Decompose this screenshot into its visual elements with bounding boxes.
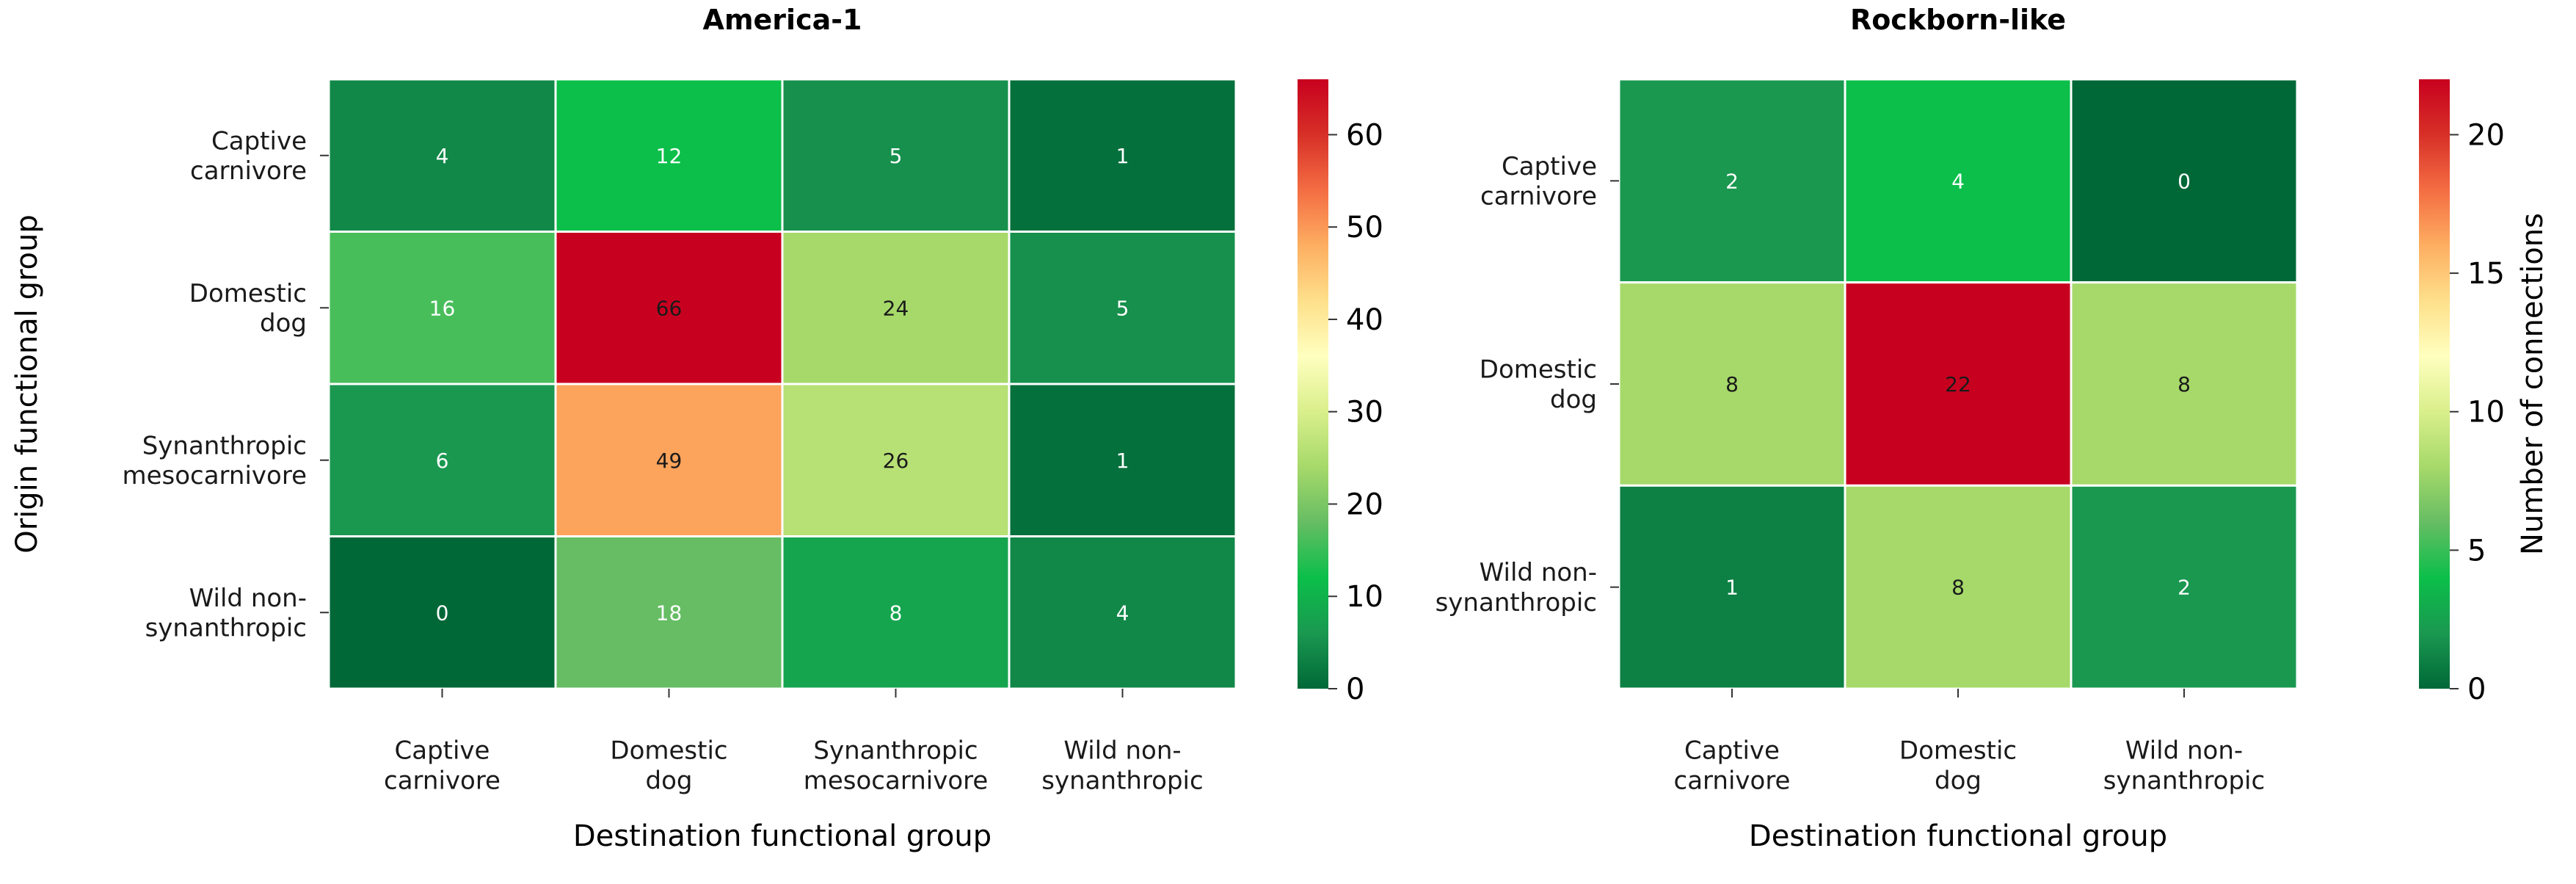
- chart-1-cell-r2-c3: [1008, 383, 1237, 537]
- chart-1-cell-r1-c1: [554, 231, 784, 385]
- chart-2-cell-label-r0-c1: 4: [1951, 169, 1965, 193]
- chart-1-cell-label-r2-c2: 26: [883, 449, 909, 473]
- chart-1-cell-label-r3-c2: 8: [889, 601, 903, 625]
- chart-1-colorbar: [1298, 79, 1328, 689]
- chart-2-colorbar-tick-label-1: 5: [2467, 534, 2486, 568]
- chart-2-cell-label-r0-c0: 2: [1725, 169, 1739, 193]
- chart-2-xtick-label-2: Wild non-synanthropic: [2103, 736, 2265, 796]
- chart-1-cell-label-r1-c2: 24: [883, 296, 909, 320]
- chart-1-cell-r0-c1: [554, 78, 784, 233]
- chart-1-x-axis-label: Destination functional group: [573, 819, 992, 853]
- chart-2-colorbar-tick-label-0: 0: [2467, 673, 2486, 706]
- chart-2-cell-label-r1-c0: 8: [1725, 372, 1739, 396]
- chart-1-cell-r2-c1: [554, 383, 784, 537]
- chart-1-cell-label-r0-c2: 5: [889, 144, 903, 168]
- chart-1-xtick-label-2: Synanthropic mesocarnivore: [804, 736, 989, 796]
- chart-1-colorbar-tick-label-6: 60: [1346, 118, 1383, 152]
- chart-1-xtick-label-1: Domestic dog: [610, 736, 727, 796]
- chart-1-title: America-1: [703, 4, 862, 36]
- chart-1-colorbar-tick-label-4: 40: [1346, 303, 1383, 337]
- chart-2-ytick-label-0: Captive carnivore: [1480, 152, 1597, 211]
- chart-2: Rockborn-like 2 4 0 8 22 8 1 8 2 Captive carnivore D…: [1436, 4, 2550, 853]
- chart-2-colorbar: [2419, 79, 2450, 689]
- chart-1-ytick-label-0: Captive carnivore: [190, 126, 307, 186]
- chart-2-colorbar-label: Number of connections: [2516, 213, 2550, 555]
- chart-2-cell-label-r2-c2: 2: [2177, 576, 2191, 600]
- chart-1-cell-r0-c2: [781, 78, 1011, 233]
- chart-1-colorbar-tick-label-0: 0: [1346, 673, 1364, 706]
- chart-1-cell-label-r3-c1: 18: [656, 601, 683, 625]
- chart-1-cell-label-r1-c0: 16: [429, 296, 456, 320]
- chart-1-y-axis-label: Origin functional group: [10, 214, 44, 554]
- chart-2-x-axis-label: Destination functional group: [1749, 819, 2167, 853]
- chart-1-ytick-label-2: Synanthropic mesocarnivore: [122, 431, 307, 490]
- chart-2-cell-label-r2-c1: 8: [1951, 576, 1965, 600]
- chart-1-cell-label-r1-c3: 5: [1116, 296, 1129, 320]
- chart-2-ytick-label-1: Domestic dog: [1480, 355, 1597, 415]
- chart-2-cell-label-r1-c1: 22: [1945, 372, 1971, 396]
- chart-1-cell-r3-c3: [1008, 535, 1237, 690]
- chart-1-colorbar-tick-label-5: 50: [1346, 211, 1383, 244]
- chart-1-ytick-label-3: Wild non-synanthropic: [145, 584, 307, 643]
- chart-2-cell-r1-c2: [2070, 281, 2299, 487]
- chart-1-cell-label-r2-c1: 49: [656, 449, 683, 473]
- chart-2-cell-r2-c0: [1618, 484, 1847, 690]
- chart-2-cell-r1-c1: [1844, 281, 2073, 487]
- chart-2-colorbar-tick-label-3: 15: [2467, 257, 2505, 291]
- chart-2-cell-label-r1-c2: 8: [2177, 372, 2191, 396]
- chart-2-cell-label-r2-c0: 1: [1725, 576, 1739, 600]
- chart-1-xtick-label-0: Captive carnivore: [384, 736, 501, 796]
- chart-2-xtick-label-0: Captive carnivore: [1674, 736, 1791, 796]
- chart-1-cell-label-r3-c0: 0: [436, 601, 449, 625]
- chart-1-cell-r0-c0: [327, 78, 557, 233]
- chart-1-cell-r1-c0: [327, 231, 557, 385]
- chart-1-cell-r1-c3: [1008, 231, 1237, 385]
- chart-2-colorbar-tick-label-2: 10: [2467, 396, 2505, 430]
- chart-1-colorbar-tick-label-2: 20: [1346, 488, 1383, 521]
- chart-2-cell-r2-c1: [1844, 484, 2073, 690]
- chart-1-xtick-label-3: Wild non-synanthropic: [1041, 736, 1203, 796]
- chart-1-ytick-label-1: Domestic dog: [189, 279, 307, 338]
- chart-1-cell-r3-c0: [327, 535, 557, 690]
- chart-1-cell-label-r3-c3: 4: [1116, 601, 1129, 625]
- chart-1-cell-r0-c3: [1008, 78, 1237, 233]
- chart-1-cell-label-r2-c0: 6: [436, 449, 449, 473]
- chart-1-cell-label-r0-c0: 4: [436, 144, 449, 168]
- chart-1-cell-label-r0-c1: 12: [656, 144, 683, 168]
- chart-1-colorbar-tick-label-1: 10: [1346, 580, 1383, 614]
- chart-2-cell-label-r0-c2: 0: [2177, 169, 2191, 193]
- chart-1-cell-r3-c1: [554, 535, 784, 690]
- chart-2-colorbar-tick-label-4: 20: [2467, 118, 2505, 152]
- chart-1-cell-label-r2-c3: 1: [1116, 449, 1129, 473]
- chart-2-ytick-label-2: Wild non-synanthropic: [1436, 558, 1597, 617]
- chart-1-cell-label-r0-c3: 1: [1116, 144, 1129, 168]
- chart-2-title: Rockborn-like: [1850, 4, 2066, 36]
- chart-1-cell-label-r1-c1: 66: [656, 296, 683, 320]
- chart-2-cell-r0-c2: [2070, 78, 2299, 284]
- chart-2-xtick-label-1: Domestic dog: [1899, 736, 2017, 796]
- chart-1-colorbar-tick-label-3: 30: [1346, 396, 1383, 430]
- chart-2-cell-r0-c1: [1844, 78, 2073, 284]
